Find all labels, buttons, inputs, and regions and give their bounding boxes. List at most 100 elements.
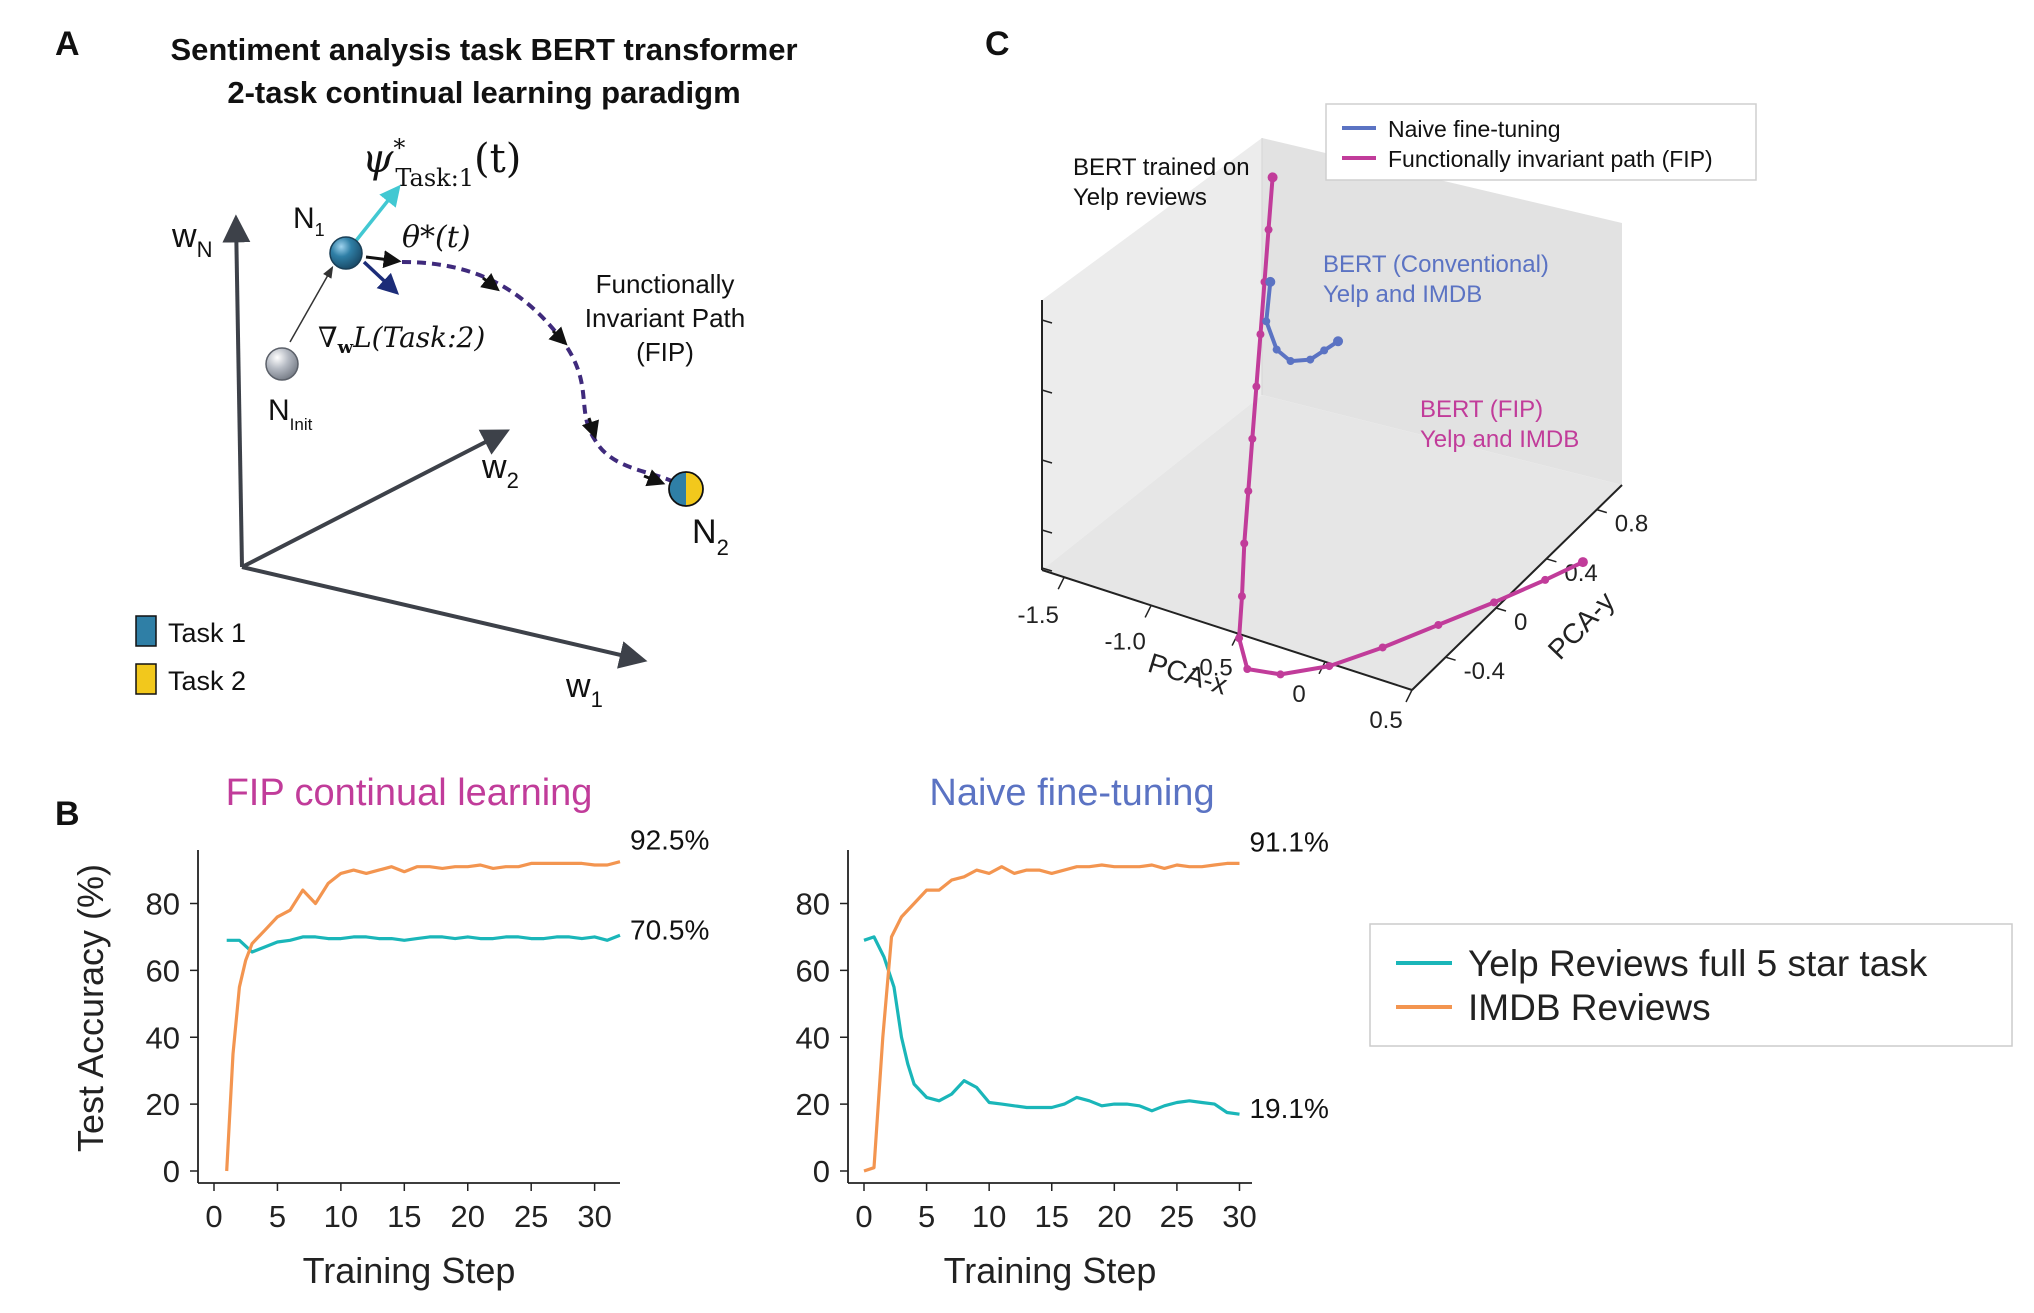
pca-y-axis — [1411, 484, 1623, 691]
z-tick — [1041, 459, 1053, 464]
axis-wN-arrow — [222, 214, 251, 568]
chart-fip: FIP continual learning 0 5 10 15 20 25 30 0 20 40 6… — [146, 772, 710, 1291]
trajectory-line — [1237, 175, 1585, 677]
panel-a-label: A — [55, 25, 80, 63]
trajectory-point — [1306, 355, 1315, 364]
annot-bert-yelp-line1: BERT trained on — [1073, 154, 1250, 181]
y-tick-label: 60 — [146, 953, 180, 988]
trajectory-point — [1272, 345, 1281, 354]
pca-y-tick-label: 0.8 — [1615, 511, 1648, 538]
panel-c-legend — [1325, 103, 1757, 181]
trajectory-point — [1252, 382, 1261, 391]
series-line-yelp — [226, 933, 621, 954]
series-line-yelp — [863, 935, 1240, 1116]
trajectory-point — [1320, 346, 1329, 355]
panel-b-label: B — [55, 795, 80, 833]
ninit-node — [265, 347, 299, 381]
pca-y-ticks: 0.80.40-0.4 — [1445, 508, 1648, 685]
trajectory-point — [1248, 434, 1257, 443]
x-tick-label: 15 — [387, 1199, 421, 1234]
series-line-imdb — [225, 860, 621, 1172]
fip-path-label-line2: Invariant Path — [585, 303, 745, 333]
trajectory-point — [1333, 336, 1344, 347]
n2-label: N2 — [692, 513, 729, 560]
pca-x-tick — [1057, 576, 1065, 590]
y-tick-label: 80 — [796, 887, 830, 922]
pca-y-tick — [1495, 607, 1507, 612]
init-to-n1-arrow — [289, 265, 334, 343]
trajectory-point — [1267, 172, 1278, 183]
panel-b-ylabel: Test Accuracy (%) — [70, 864, 111, 1152]
pane-left — [1042, 138, 1262, 570]
trajectory-point — [1577, 557, 1588, 568]
trajectory-point — [1265, 276, 1276, 287]
legend-fip-label: Functionally invariant path (FIP) — [1388, 146, 1713, 172]
panel-a-title-line1: Sentiment analysis task BERT transformer — [170, 32, 797, 67]
end-value-label: 91.1% — [1249, 826, 1328, 857]
trajectory-point — [1262, 317, 1271, 326]
pca-x-tick-label: 0.5 — [1369, 707, 1402, 734]
fip-path-label-line1: Functionally — [596, 269, 735, 299]
trajectory-point — [1378, 643, 1387, 652]
y-tick-label: 40 — [146, 1020, 180, 1055]
annot-bert-yelp-line2: Yelp reviews — [1073, 184, 1207, 211]
fip-step-arrow — [480, 273, 500, 292]
pca-x-tick-label: -1.0 — [1104, 628, 1145, 655]
trajectory-point — [1276, 670, 1285, 679]
pca-y-tick-label: 0 — [1514, 609, 1527, 636]
x-tick-label: 30 — [577, 1199, 611, 1234]
pca-x-axis — [1041, 569, 1413, 691]
pca-x-tick-label: 0 — [1292, 681, 1305, 708]
x-axis-title: Training Step — [944, 1250, 1157, 1291]
series-line-imdb — [863, 861, 1240, 1173]
y-tick-label: 40 — [796, 1020, 830, 1055]
chart-title: FIP continual learning — [226, 772, 593, 814]
annot-fip-line1: BERT (FIP) — [1420, 396, 1543, 423]
chart-naive: Naive fine-tuning 0 5 10 15 20 25 30 0 20 40 60 80 Tr… — [796, 772, 1329, 1291]
z-tick — [1041, 319, 1053, 324]
trajectory-point — [1244, 487, 1253, 496]
z-tick — [1041, 529, 1053, 534]
trajectory-point — [1237, 592, 1246, 601]
x-tick-label: 15 — [1034, 1199, 1068, 1234]
trajectory-point — [1434, 620, 1443, 629]
chart-title: Naive fine-tuning — [929, 772, 1214, 814]
legend-task1-label: Task 1 — [168, 618, 246, 648]
z-tick — [1041, 389, 1053, 394]
fip-step-arrow — [581, 417, 599, 440]
panel-b-legend — [1369, 923, 2013, 1047]
z-tick — [1041, 567, 1053, 572]
x-tick-label: 10 — [972, 1199, 1006, 1234]
n1-label: N1 — [293, 202, 325, 240]
panel-c: C -1.5-1.0-0.500.5 0.80.40-0.4 PCA-x PCA… — [985, 25, 1757, 734]
psi-arrow — [353, 184, 401, 244]
pca-y-tick-label: -0.4 — [1464, 658, 1505, 685]
legend-task2-swatch — [135, 663, 157, 695]
pca-x-tick-label: -1.5 — [1018, 602, 1059, 629]
n2-node — [668, 471, 704, 507]
fip-step-arrow — [643, 469, 666, 487]
pane-back — [1262, 138, 1622, 485]
x-tick-label: 5 — [918, 1199, 935, 1234]
pca-y-tick — [1445, 656, 1456, 661]
trajectory-point — [1243, 665, 1252, 673]
trajectory-point — [1541, 575, 1550, 584]
pca-y-tick — [1546, 558, 1557, 563]
legend-yelp-label: Yelp Reviews full 5 star task — [1468, 943, 1928, 984]
trajectory-point — [1256, 330, 1265, 339]
y-tick-label: 80 — [146, 887, 180, 922]
axis-wN-label: wN — [171, 217, 212, 262]
panel-a-title-line2: 2-task continual learning paradigm — [227, 75, 740, 110]
y-tick-label: 20 — [796, 1087, 830, 1122]
panel-b: B Test Accuracy (%) FIP continual learni… — [55, 772, 2013, 1291]
legend-task1-swatch — [135, 615, 157, 647]
fip-path-label-line3: (FIP) — [636, 337, 694, 367]
trajectory-point — [1264, 225, 1273, 234]
panel-c-label: C — [985, 25, 1010, 63]
z-axis-ticks — [1041, 319, 1053, 572]
legend-imdb-label: IMDB Reviews — [1468, 987, 1711, 1028]
pca-x-tick — [1405, 689, 1413, 703]
pca-x-ticks: -1.5 -1.0 -0.5 0 0.5 — [1018, 576, 1413, 734]
gradient-arrow — [362, 260, 400, 295]
